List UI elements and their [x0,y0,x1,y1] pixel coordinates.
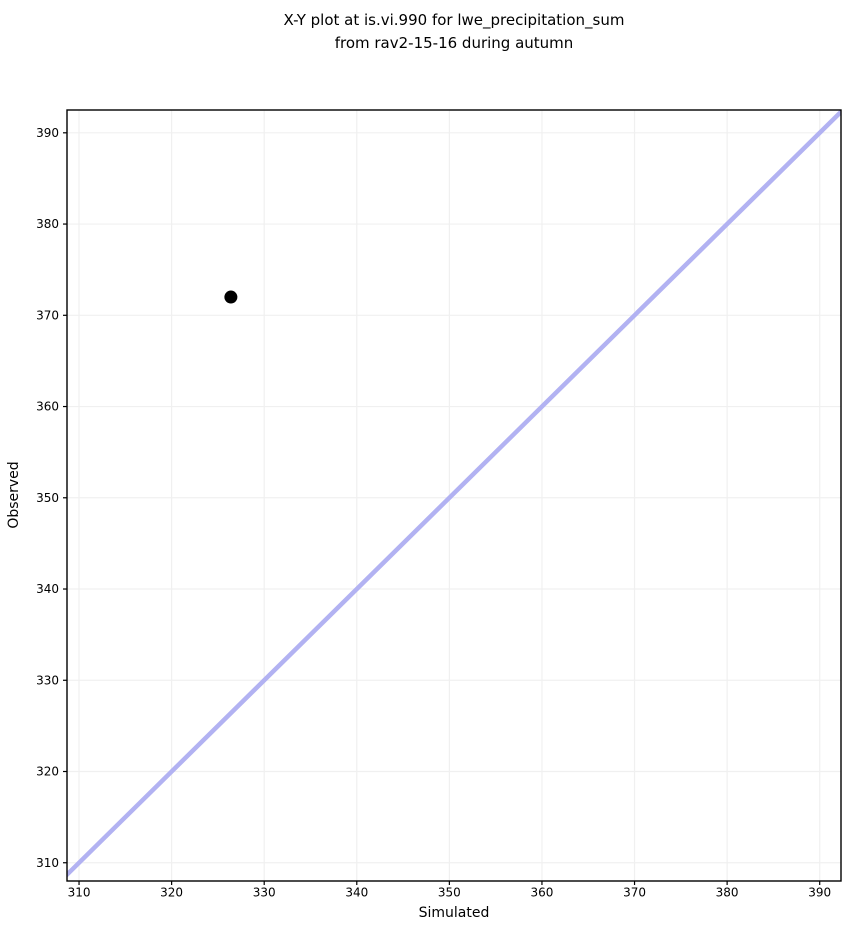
data-point [224,290,238,304]
x-tick-label: 330 [253,886,276,900]
x-tick-label: 340 [345,886,368,900]
y-tick-label: 370 [36,308,59,322]
y-tick-label: 340 [36,582,59,596]
y-tick-label: 350 [36,491,59,505]
x-tick-label: 370 [623,886,646,900]
x-tick-label: 310 [68,886,91,900]
y-tick-label: 360 [36,400,59,414]
chart-title: X-Y plot at is.vi.990 for lwe_precipitat… [67,9,841,55]
x-tick-label: 390 [808,886,831,900]
x-tick-label: 380 [716,886,739,900]
x-tick-label: 360 [531,886,554,900]
x-tick-label: 320 [160,886,183,900]
y-tick-label: 310 [36,856,59,870]
y-tick-label: 380 [36,217,59,231]
identity-line [67,110,841,878]
x-tick-label: 350 [438,886,461,900]
chart-title-line-2: from rav2-15-16 during autumn [334,34,574,52]
y-tick-label: 320 [36,765,59,779]
x-axis-label: Simulated [418,905,490,921]
y-axis-label: Observed [6,461,22,529]
plot-border [66,109,842,882]
y-tick-label: 330 [36,673,59,687]
y-tick-label: 390 [36,126,59,140]
chart-title-line-1: X-Y plot at is.vi.990 for lwe_precipitat… [283,11,625,29]
